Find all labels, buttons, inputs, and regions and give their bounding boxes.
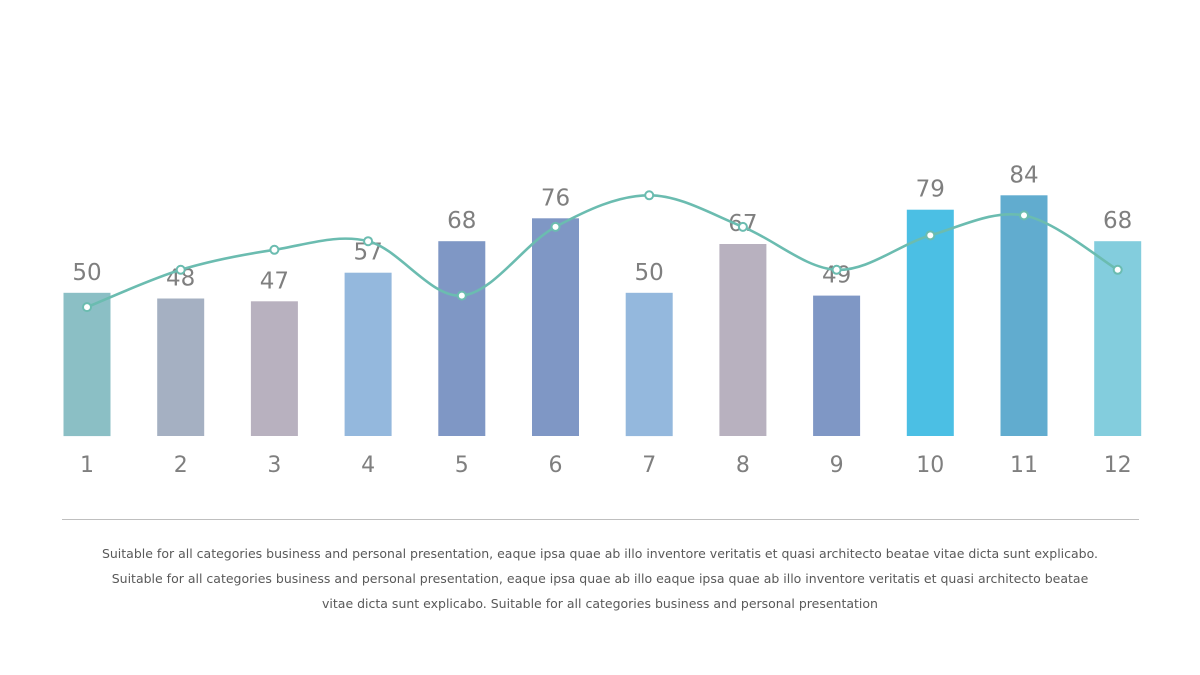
bar-value-label-6: 76	[541, 185, 570, 211]
trend-point-9	[831, 264, 842, 275]
trend-point-8	[737, 221, 748, 232]
bar-5	[438, 241, 486, 436]
caption-line-3: vitae dicta sunt explicabo. Suitable for…	[322, 596, 878, 611]
x-tick-label-8: 8	[736, 453, 750, 478]
x-tick-label-1: 1	[80, 453, 94, 478]
caption: Suitable for all categories business and…	[100, 541, 1100, 616]
x-tick-label-2: 2	[174, 453, 188, 478]
bar-8	[719, 244, 767, 436]
bar-value-label-10: 79	[916, 177, 945, 203]
x-tick-label-7: 7	[642, 453, 656, 478]
x-tick-label-10: 10	[916, 453, 944, 478]
trend-point-3	[269, 244, 280, 255]
bar-4	[344, 272, 392, 436]
bar-value-label-1: 50	[72, 260, 101, 286]
trend-point-1	[82, 302, 92, 313]
trend-line	[86, 193, 1119, 309]
bar-10	[906, 209, 954, 436]
caption-line-2: Suitable for all categories business and…	[111, 571, 1089, 586]
trend-point-6	[550, 221, 561, 232]
trend-point-7	[644, 190, 655, 201]
bar-value-label-3: 47	[260, 268, 289, 294]
trend-point-5	[456, 290, 467, 301]
x-tick-label-4: 4	[361, 453, 375, 478]
bar-value-label-7: 50	[635, 260, 664, 286]
x-tick-label-3: 3	[267, 453, 281, 478]
bar-value-label-5: 68	[447, 208, 476, 234]
caption-line-1: Suitable for all categories business and…	[101, 546, 1099, 561]
x-tick-label-9: 9	[830, 453, 844, 478]
x-tick-label-12: 12	[1104, 453, 1132, 478]
bar-11	[1000, 195, 1048, 436]
x-tick-label-6: 6	[549, 453, 563, 478]
bar-6	[532, 218, 579, 436]
divider	[62, 519, 1139, 520]
trend-point-2	[175, 264, 186, 275]
bar-2	[157, 298, 205, 436]
bar-9	[813, 295, 861, 436]
bar-value-label-12: 68	[1103, 208, 1132, 234]
x-tick-label-11: 11	[1010, 453, 1038, 478]
chart-canvas: 501482473574685766507678499791084116812	[63, 162, 1142, 478]
trend-point-10	[925, 230, 936, 241]
bar-1	[63, 292, 111, 437]
bar-value-label-11: 84	[1009, 162, 1038, 188]
trend-point-11	[1019, 210, 1029, 221]
bar-7	[625, 292, 673, 437]
bar-line-chart: 501482473574685766507678499791084116812	[63, 162, 1142, 478]
bar-3	[250, 301, 298, 436]
x-tick-label-5: 5	[455, 453, 469, 478]
trend-point-4	[363, 236, 374, 247]
trend-point-12	[1112, 264, 1123, 275]
